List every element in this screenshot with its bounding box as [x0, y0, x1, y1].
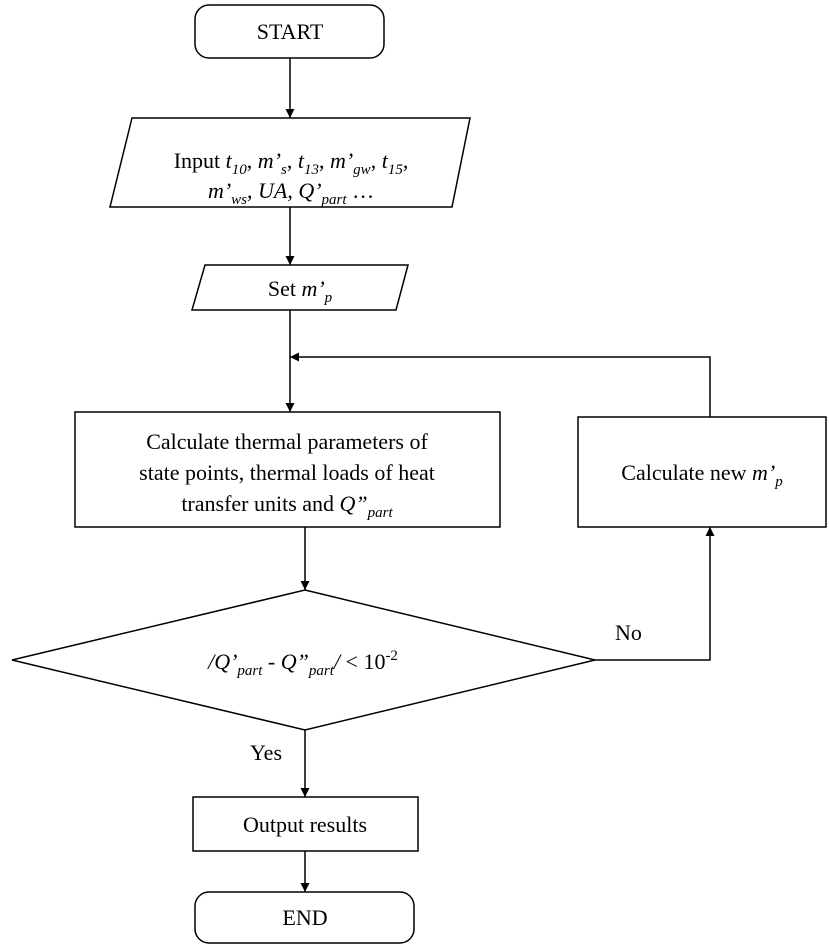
label-segment: part [236, 663, 263, 679]
set-parallelogram [191, 264, 409, 311]
arrow [290, 352, 711, 417]
label-segment: 13 [304, 162, 319, 178]
label-segment: / [332, 649, 342, 674]
label-segment: Q” [281, 649, 309, 674]
label-segment: , [287, 178, 298, 203]
node-label: Calculate new m’p [621, 460, 783, 490]
label-segment: t [382, 148, 389, 173]
node-label: /Q’part - Q”part/ < 10-2 [206, 648, 398, 679]
label-segment: m’ [330, 148, 353, 173]
output-box [192, 796, 419, 852]
edge-label: No [615, 620, 642, 645]
label-segment: p [324, 290, 333, 306]
label-segment: Q” [340, 491, 368, 516]
arrow [595, 527, 715, 661]
label-segment: Q’ [214, 649, 237, 674]
node-label: Calculate thermal parameters of [146, 429, 428, 454]
label-segment: t [226, 148, 233, 173]
label-segment: UA [258, 178, 288, 203]
label-segment: , [247, 148, 258, 173]
label-segment: ws [231, 192, 247, 208]
label-segment: part [321, 192, 348, 208]
label-segment: p [774, 474, 783, 490]
node-label: START [257, 19, 324, 44]
label-segment: state points, thermal loads of heat [139, 460, 435, 485]
node-label: Output results [243, 812, 367, 837]
node-label: m’ws, UA, Q’part … [208, 178, 374, 208]
label-segment: s [281, 162, 287, 178]
node-label: state points, thermal loads of heat [139, 460, 435, 485]
label-segment: Q’ [298, 178, 321, 203]
label-segment: - [262, 649, 280, 674]
label-segment: part [367, 505, 394, 521]
label-segment: / [206, 649, 216, 674]
label-segment: , [371, 148, 382, 173]
label-segment: Input [174, 148, 226, 173]
label-segment: Calculate new [621, 460, 752, 485]
label-segment: 10 [363, 649, 385, 674]
label-segment: m’ [301, 276, 324, 301]
input-parallelogram [109, 117, 471, 208]
label-segment: < [340, 649, 363, 674]
label-segment: Calculate thermal parameters of [146, 429, 428, 454]
label-segment: … [347, 178, 375, 203]
label-segment: START [257, 19, 324, 44]
edge-label: Yes [250, 740, 282, 765]
label-segment: Set [268, 276, 302, 301]
calculate-box [74, 411, 501, 528]
label-segment: , [247, 178, 258, 203]
label-segment: transfer units and [181, 491, 339, 516]
label-segment: part [308, 663, 335, 679]
label-segment: m’ [258, 148, 281, 173]
label-segment: , [287, 148, 298, 173]
node-label: transfer units and Q”part [181, 491, 393, 521]
label-segment: Output results [243, 812, 367, 837]
label-segment: , [403, 148, 409, 173]
label-segment: -2 [385, 648, 398, 664]
node-label: Input t10, m’s, t13, m’gw, t15, [174, 148, 409, 178]
node-label: Set m’p [268, 276, 333, 306]
label-segment: 15 [388, 162, 404, 178]
label-segment: END [282, 905, 327, 930]
label-segment: 10 [232, 162, 248, 178]
label-segment: m’ [208, 178, 231, 203]
label-segment: , [319, 148, 330, 173]
label-segment: t [298, 148, 305, 173]
calculate-new-box [577, 416, 827, 528]
node-label: END [282, 905, 327, 930]
label-segment: gw [353, 162, 371, 178]
label-segment: m’ [752, 460, 775, 485]
